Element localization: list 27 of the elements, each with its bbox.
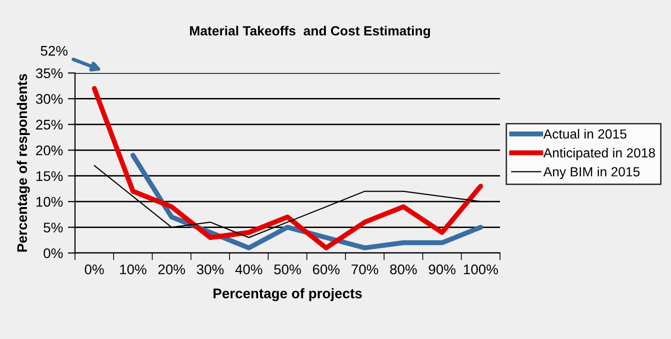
x-tick-label: 50% <box>274 264 301 274</box>
chart-title: Material Takeoffs and Cost Estimating <box>190 26 430 38</box>
y-tick-label: 10% <box>36 196 63 207</box>
x-tick-label: 90% <box>428 264 456 274</box>
x-tick-label: 40% <box>235 264 262 274</box>
legend-label: Anticipated in 2018 <box>543 148 655 160</box>
y-tick-label: 25% <box>36 120 63 130</box>
text: 52% <box>40 46 68 56</box>
x-tick-label: 80% <box>390 264 417 274</box>
x-tick-label: 30% <box>196 264 224 274</box>
y-tick-label: 20% <box>36 145 63 156</box>
y-tick-label: 15% <box>36 171 63 182</box>
y-tick-label: 30% <box>36 94 63 104</box>
x-tick-label: 0% <box>84 264 104 274</box>
x-tick-label: 60% <box>312 264 340 274</box>
x-tick-label: 100% <box>464 264 498 274</box>
line-series <box>92 86 484 250</box>
x-tick-label: 70% <box>352 264 378 274</box>
x-axis-title: Percentage of projects <box>214 288 362 302</box>
y-tick-label: 35% <box>36 68 63 78</box>
legend-label: Actual in 2015 <box>543 128 626 139</box>
legend-label: Any BIM in 2015 <box>543 166 640 180</box>
y-tick-label: 5% <box>44 222 63 232</box>
y-tick-label: 0% <box>44 248 63 258</box>
y-axis-title: Percentage of respondents <box>16 74 30 252</box>
x-tick-label: 20% <box>158 264 185 274</box>
x-tick-label: 10% <box>120 264 146 274</box>
